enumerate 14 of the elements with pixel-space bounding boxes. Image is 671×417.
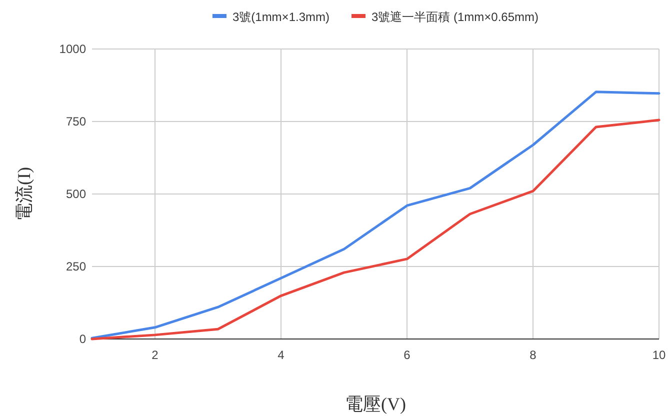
legend-label: 3號(1mm×1.3mm): [232, 10, 330, 24]
y-tick-label: 250: [66, 260, 86, 274]
y-axis-title: 電流(I): [14, 167, 34, 221]
y-tick-label: 500: [66, 187, 86, 201]
y-tick-label: 0: [79, 332, 86, 346]
x-axis-title: 電壓(V): [345, 394, 406, 414]
legend-label: 3號遮一半面積 (1mm×0.65mm): [371, 10, 539, 24]
x-tick-label: 2: [152, 348, 159, 362]
y-tick-label: 1000: [59, 42, 86, 56]
x-tick-label: 6: [404, 348, 411, 362]
x-tick-label: 8: [530, 348, 537, 362]
x-tick-label: 4: [278, 348, 285, 362]
x-tick-label: 10: [652, 348, 666, 362]
y-tick-label: 750: [66, 114, 86, 128]
